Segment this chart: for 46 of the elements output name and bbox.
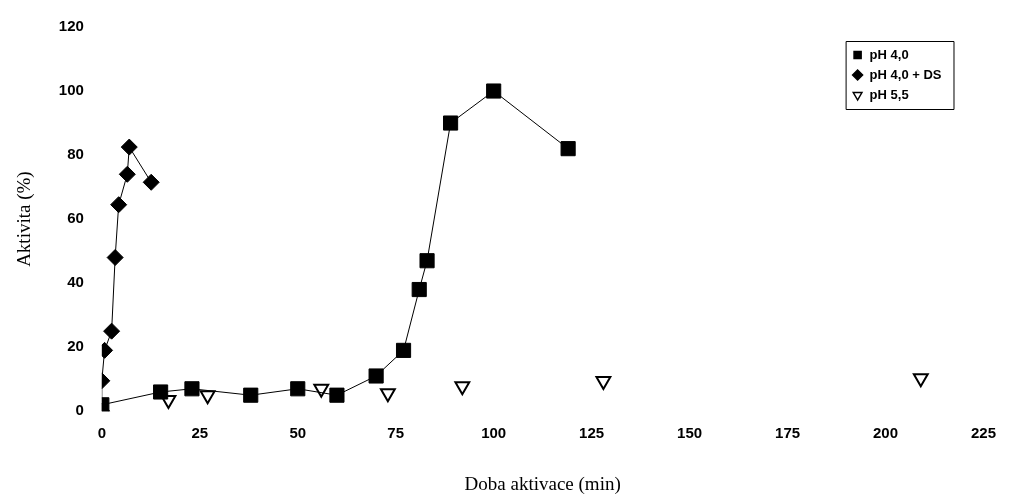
y-tick-label: 20 <box>67 337 84 355</box>
point <box>313 383 330 398</box>
legend-label: pH 4,0 <box>869 46 909 62</box>
legend-label: pH 4,0 + DS <box>869 66 942 82</box>
x-tick-label: 150 <box>677 424 703 442</box>
x-axis-title: Doba aktivace (min) <box>464 472 621 495</box>
y-tick-label: 60 <box>67 209 84 227</box>
point <box>486 83 502 99</box>
point <box>368 368 384 384</box>
y-tick-label: 40 <box>67 273 84 291</box>
point <box>379 388 396 403</box>
y-tick-label: 0 <box>75 401 84 419</box>
point <box>329 387 345 403</box>
point <box>912 373 929 388</box>
y-axis-title: Aktivita (%) <box>13 171 36 267</box>
x-tick-label: 125 <box>579 424 605 442</box>
point <box>419 253 435 269</box>
legend-label: pH 5,5 <box>869 86 909 102</box>
point <box>443 115 459 131</box>
x-tick-label: 200 <box>873 424 899 442</box>
point <box>184 381 200 397</box>
point <box>153 384 169 400</box>
point <box>395 342 412 358</box>
point <box>110 196 128 214</box>
point <box>106 249 124 267</box>
point <box>454 381 471 396</box>
x-tick-label: 100 <box>481 424 507 442</box>
x-tick-label: 0 <box>97 424 106 442</box>
point <box>243 387 259 403</box>
point <box>199 390 216 405</box>
point <box>118 165 136 183</box>
y-tick-label: 100 <box>58 81 84 99</box>
x-tick-label: 25 <box>191 424 209 442</box>
point <box>560 141 576 157</box>
point <box>120 138 138 156</box>
point <box>290 381 306 397</box>
y-tick-label: 80 <box>67 145 84 163</box>
point <box>142 173 160 191</box>
point <box>103 322 121 340</box>
x-tick-label: 225 <box>970 424 996 442</box>
x-tick-label: 50 <box>289 424 307 442</box>
point <box>411 281 427 298</box>
x-tick-label: 175 <box>775 424 801 442</box>
x-tick-label: 75 <box>387 424 405 442</box>
y-tick-label: 120 <box>58 17 84 35</box>
point <box>595 376 612 391</box>
